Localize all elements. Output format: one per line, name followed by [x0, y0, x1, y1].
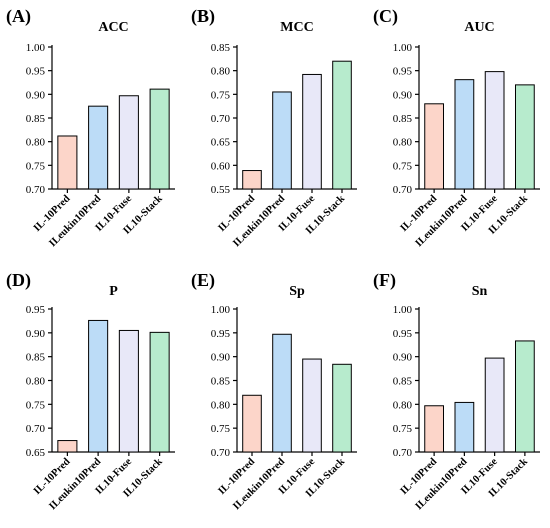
panel-label: (C) [373, 6, 398, 27]
bar-il10-fuse [484, 71, 505, 190]
chart-panel-3: (C)AUC0.700.750.800.850.900.951.00IL-10P… [373, 6, 540, 249]
bar-il-10pred [424, 103, 445, 190]
y-tick-label: 0.95 [26, 304, 46, 316]
chart-panel-2: (B)MCC0.550.600.650.700.750.800.85IL-10P… [191, 6, 357, 249]
panel-label: (F) [373, 270, 396, 291]
bar-il10-stack [332, 60, 352, 190]
bar-il-10pred [242, 394, 262, 453]
bar-il-10pred [424, 405, 445, 453]
y-tick-label: 0.95 [393, 328, 413, 340]
bar-il10-fuse [118, 329, 139, 453]
y-tick-label: 0.85 [393, 376, 413, 388]
y-tick-label: 0.75 [211, 423, 231, 435]
panel-label: (B) [191, 6, 215, 27]
y-tick-label: 0.95 [26, 66, 46, 78]
y-tick-label: 0.80 [26, 376, 46, 388]
chart-title: Sn [472, 284, 488, 299]
chart-title: MCC [280, 20, 313, 35]
y-tick-label: 0.80 [26, 137, 46, 149]
bar-il10-stack [514, 84, 535, 190]
y-tick-label: 0.85 [211, 376, 231, 388]
y-tick-label: 0.75 [26, 399, 46, 411]
y-tick-label: 1.00 [211, 304, 231, 316]
y-tick-label: 0.75 [211, 89, 231, 101]
y-tick-label: 0.90 [393, 89, 413, 101]
chart-title: AUC [464, 20, 494, 35]
bar-il10-stack [332, 363, 352, 453]
bar-il10-fuse [302, 358, 322, 453]
bar-il10-fuse [118, 95, 139, 190]
y-tick-label: 0.80 [211, 399, 231, 411]
y-tick-label: 0.90 [211, 352, 231, 364]
y-tick-label: 0.85 [393, 113, 413, 125]
y-tick-label: 0.65 [26, 447, 46, 459]
x-category-label: ILeukin10Pred [231, 193, 287, 249]
panel-label: (E) [191, 270, 215, 291]
y-tick-label: 0.90 [26, 89, 46, 101]
panel-label: (A) [6, 6, 31, 27]
bar-il-10pred [57, 135, 78, 190]
y-tick-label: 0.60 [211, 160, 231, 172]
bar-ileukin10pred [88, 105, 109, 190]
y-tick-label: 0.95 [393, 66, 413, 78]
bar-il-10pred [57, 440, 78, 453]
y-tick-label: 0.85 [26, 113, 46, 125]
y-tick-label: 0.80 [211, 66, 231, 78]
chart-title: ACC [98, 20, 128, 35]
bar-ileukin10pred [454, 79, 475, 190]
y-tick-label: 0.75 [393, 160, 413, 172]
chart-panel-5: (E)Sp0.700.750.800.850.900.951.00IL-10Pr… [191, 270, 357, 512]
bar-il10-stack [514, 340, 535, 453]
bar-il10-stack [149, 88, 170, 190]
y-tick-label: 0.75 [26, 160, 46, 172]
bar-ileukin10pred [272, 333, 292, 453]
x-category-label: ILeukin10Pred [231, 456, 287, 512]
bar-il-10pred [242, 170, 262, 190]
y-tick-label: 1.00 [393, 42, 413, 54]
y-tick-label: 1.00 [26, 42, 46, 54]
chart-title: Sp [289, 284, 305, 299]
y-tick-label: 0.75 [393, 423, 413, 435]
bar-il10-stack [149, 331, 170, 453]
chart-panel-6: (F)Sn0.700.750.800.850.900.951.00IL-10Pr… [373, 270, 540, 512]
y-tick-label: 0.90 [26, 328, 46, 340]
bar-il10-fuse [484, 357, 505, 453]
bar-il10-fuse [302, 73, 322, 190]
y-tick-label: 0.70 [211, 113, 231, 125]
y-tick-label: 0.70 [26, 184, 46, 196]
y-tick-label: 0.70 [393, 184, 413, 196]
y-tick-label: 0.80 [393, 137, 413, 149]
chart-panel-1: (A)ACC0.700.750.800.850.900.951.00IL-10P… [6, 6, 175, 249]
y-tick-label: 0.65 [211, 137, 231, 149]
y-tick-label: 0.95 [211, 328, 231, 340]
chart-panel-4: (D)P0.650.700.750.800.850.900.95IL-10Pre… [6, 270, 175, 512]
y-tick-label: 0.85 [211, 42, 231, 54]
y-tick-label: 0.70 [393, 447, 413, 459]
bar-ileukin10pred [454, 401, 475, 453]
y-tick-label: 0.80 [393, 399, 413, 411]
panel-label: (D) [6, 270, 31, 291]
bar-ileukin10pred [272, 91, 292, 190]
chart-title: P [109, 284, 118, 299]
bar-ileukin10pred [88, 319, 109, 453]
y-tick-label: 0.55 [211, 184, 231, 196]
y-tick-label: 0.70 [211, 447, 231, 459]
y-tick-label: 0.85 [26, 352, 46, 364]
y-tick-label: 0.70 [26, 423, 46, 435]
y-tick-label: 1.00 [393, 304, 413, 316]
y-tick-label: 0.90 [393, 352, 413, 364]
